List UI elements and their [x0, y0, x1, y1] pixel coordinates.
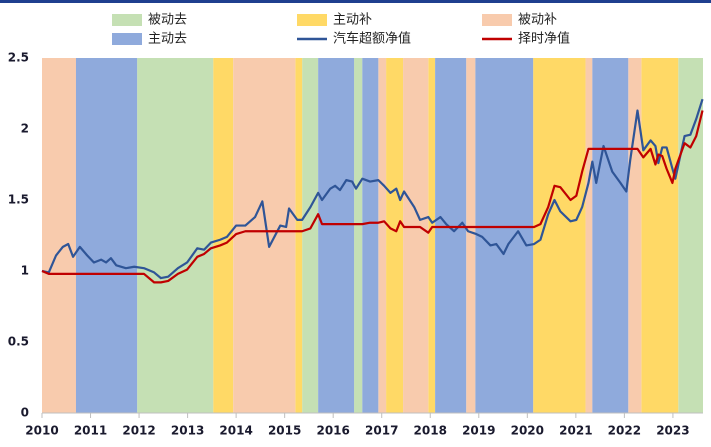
x-tick-label: 2011 [74, 424, 107, 438]
x-tick-label: 2017 [365, 424, 398, 438]
phase-band [678, 58, 703, 413]
x-tick-label: 2023 [656, 424, 689, 438]
phase-band [362, 58, 379, 413]
series-line [41, 98, 704, 280]
phase-band [75, 58, 138, 413]
phase-band [641, 58, 679, 413]
phase-band [628, 58, 642, 413]
phase-band [475, 58, 534, 413]
legend-swatch [112, 33, 142, 45]
phase-band [435, 58, 467, 413]
legend-label: 汽车超额净值 [333, 31, 411, 47]
phase-band [378, 58, 387, 413]
plot-area: 0 0.5 1 1.5 2 2.5 2010 2011 2012 2013 2014 2015 2016… [8, 51, 704, 438]
y-tick-label: 0 [21, 406, 29, 420]
x-tick-label: 2018 [414, 424, 447, 438]
legend-label: 被动补 [518, 13, 557, 28]
x-tick-label: 2019 [462, 424, 495, 438]
phase-band [354, 58, 363, 413]
phase-band [585, 58, 593, 413]
y-tick-label: 1.5 [8, 193, 29, 207]
x-tick-label: 2020 [511, 424, 544, 438]
x-tick-label: 2014 [219, 424, 252, 438]
x-tick-label: 2022 [608, 424, 641, 438]
y-tick-label: 0.5 [8, 335, 29, 349]
x-tick-label: 2021 [559, 424, 592, 438]
phase-band [233, 58, 296, 413]
x-tick-label: 2016 [316, 424, 349, 438]
x-tick-label: 2012 [122, 424, 155, 438]
top-border [0, 0, 711, 3]
legend-swatch [297, 14, 327, 26]
y-tick-label: 2 [21, 122, 29, 136]
legend-label: 主动去 [148, 32, 187, 47]
phase-band [466, 58, 476, 413]
y-tick-label: 2.5 [8, 51, 29, 65]
phase-band [428, 58, 436, 413]
legend-label: 择时净值 [518, 31, 570, 47]
phase-band [592, 58, 629, 413]
x-tick-label: 2015 [268, 424, 301, 438]
x-tick-label: 2010 [25, 424, 58, 438]
y-tick-label: 1 [21, 264, 29, 278]
phase-band [386, 58, 404, 413]
legend-label: 主动补 [333, 13, 372, 28]
phase-band [213, 58, 234, 413]
phase-band [295, 58, 303, 413]
phase-band [42, 58, 76, 413]
series-line [41, 110, 704, 284]
legend-label: 被动去 [148, 13, 187, 28]
phase-band [403, 58, 429, 413]
x-tick-label: 2013 [171, 424, 204, 438]
phase-band [302, 58, 319, 413]
phase-band [318, 58, 355, 413]
phase-band [137, 58, 214, 413]
legend-swatch [482, 14, 512, 26]
legend-swatch [112, 14, 142, 26]
